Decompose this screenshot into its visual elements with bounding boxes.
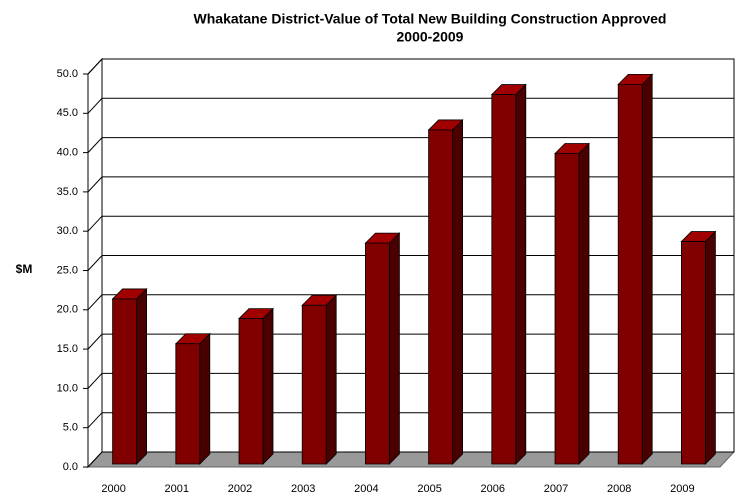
bar xyxy=(174,332,211,465)
bar-side xyxy=(136,287,148,465)
y-tick-label: 50.0 xyxy=(57,68,78,80)
y-tick-label: 5.0 xyxy=(63,422,78,434)
bar-front xyxy=(681,241,706,465)
chart-title: Whakatane District-Value of Total New Bu… xyxy=(194,11,667,27)
bar xyxy=(554,142,590,465)
bar xyxy=(238,307,274,465)
grid-line xyxy=(87,58,734,75)
bar-front xyxy=(617,83,643,465)
bar-side xyxy=(388,232,400,465)
y-axis-title: $M xyxy=(16,262,33,276)
x-tick-label: 2005 xyxy=(417,483,441,495)
y-tick-label: 20.0 xyxy=(57,304,78,316)
y-tick-label: 25.0 xyxy=(57,264,78,276)
chart-title: 2000-2009 xyxy=(397,29,464,45)
bar-front xyxy=(364,242,390,465)
bar-side xyxy=(452,118,464,465)
bar xyxy=(490,83,527,465)
y-tick-label: 15.0 xyxy=(57,343,78,355)
y-tick-label: 30.0 xyxy=(57,225,78,237)
bar-side xyxy=(515,83,527,465)
y-tick-label: 0.0 xyxy=(63,461,78,473)
y-tick-label: 10.0 xyxy=(57,382,78,394)
bar xyxy=(364,232,401,465)
y-tick-label: 45.0 xyxy=(57,107,78,119)
bar-front xyxy=(301,304,327,465)
bar xyxy=(617,73,654,465)
x-tick-label: 2009 xyxy=(670,483,694,495)
bar-front xyxy=(175,343,201,465)
y-tick-label: 35.0 xyxy=(57,186,78,198)
bar xyxy=(301,294,338,465)
x-tick-label: 2002 xyxy=(228,483,252,495)
bar-side xyxy=(641,73,653,465)
bar-front xyxy=(428,129,454,465)
bar xyxy=(680,230,717,465)
y-tick-label: 40.0 xyxy=(57,147,78,159)
bar-side xyxy=(578,142,590,465)
bar-front xyxy=(554,153,580,465)
bar-front xyxy=(491,94,517,465)
bar-front xyxy=(112,298,138,465)
x-tick-label: 2008 xyxy=(607,483,631,495)
bar-side xyxy=(705,230,716,465)
x-tick-label: 2004 xyxy=(354,483,378,495)
bar-side xyxy=(262,307,274,465)
bar-side xyxy=(325,294,337,465)
x-tick-label: 2006 xyxy=(481,483,505,495)
bar xyxy=(111,287,148,465)
x-tick-label: 2001 xyxy=(165,483,189,495)
bar-front xyxy=(238,318,264,465)
x-tick-label: 2007 xyxy=(544,483,568,495)
x-tick-label: 2003 xyxy=(291,483,315,495)
x-tick-label: 2000 xyxy=(101,483,125,495)
bar-side xyxy=(199,332,211,465)
bar xyxy=(427,118,464,465)
